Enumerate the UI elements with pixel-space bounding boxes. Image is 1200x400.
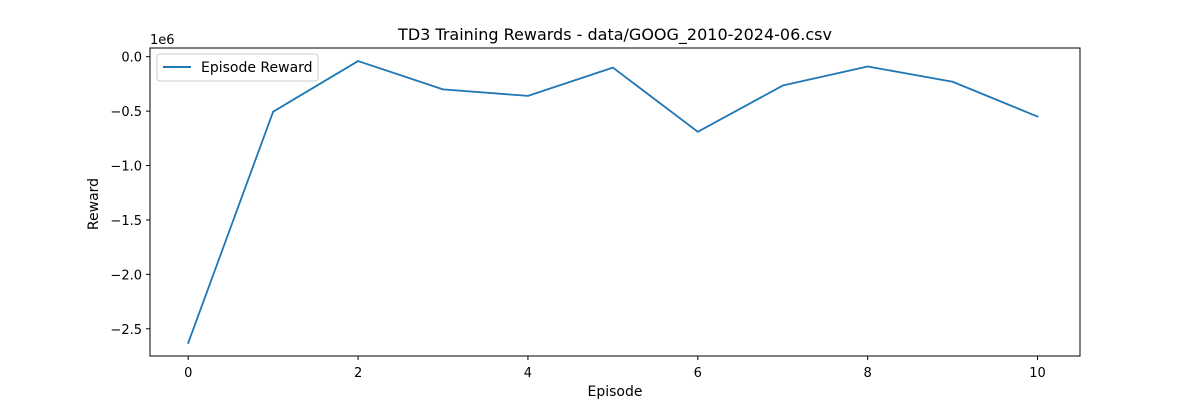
x-tick-label: 4 [524, 366, 532, 381]
plot-frame [149, 47, 1081, 357]
data-point [187, 342, 190, 344]
legend-box [156, 53, 319, 82]
chart-title: TD3 Training Rewards - data/GOOG_2010-20… [397, 25, 832, 45]
x-tick-label: 8 [864, 366, 872, 381]
data-point [866, 65, 869, 68]
x-tick-label: 2 [354, 366, 362, 381]
y-tick-label: −2.0 [110, 268, 142, 283]
x-tick-label: 10 [1029, 366, 1046, 381]
plot-area [187, 60, 1039, 344]
y-tick-label: 0.0 [121, 51, 142, 66]
data-point [442, 88, 444, 91]
data-point [696, 130, 699, 133]
x-tick-label: 0 [184, 366, 192, 381]
y-tick-label: −2.5 [110, 323, 142, 338]
data-point [1036, 115, 1039, 118]
data-point [272, 110, 275, 113]
y-tick-label: −1.0 [110, 160, 142, 175]
y-scale-label: 1e6 [150, 33, 175, 48]
data-point [951, 80, 954, 83]
y-tick-label: −1.5 [110, 214, 142, 229]
x-axis-label: Episode [588, 384, 643, 400]
data-point [357, 60, 359, 62]
data-point [611, 66, 614, 69]
y-axis: 0.0 −0.5 −1.0 −1.5 −2.0 −2.5 [110, 51, 150, 338]
x-axis: 0 2 4 6 8 10 [184, 356, 1046, 381]
data-point [781, 84, 784, 87]
y-tick-label: −0.5 [110, 105, 142, 120]
legend: Episode Reward [156, 53, 319, 82]
y-axis-label: Reward [86, 178, 102, 230]
x-tick-label: 6 [694, 366, 702, 381]
legend-label: Episode Reward [201, 60, 313, 76]
data-point [527, 94, 529, 97]
